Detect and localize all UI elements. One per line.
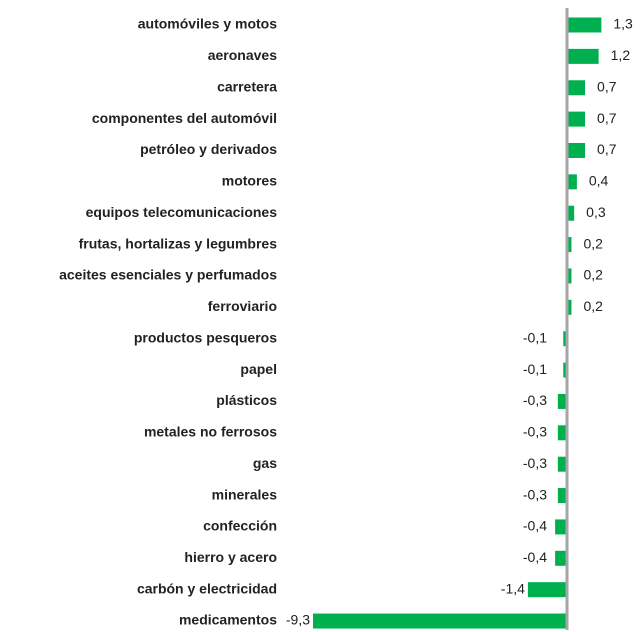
- value-label: -9,3: [286, 612, 310, 628]
- value-label: 0,7: [597, 141, 617, 157]
- bar: [566, 111, 586, 127]
- value-label: 0,2: [583, 267, 603, 283]
- bar: [555, 519, 566, 535]
- bar: [313, 613, 566, 629]
- category-label: productos pesqueros: [134, 329, 277, 345]
- bar: [555, 550, 566, 566]
- category-label: minerales: [212, 486, 278, 502]
- bar: [563, 331, 566, 347]
- value-label: -0,4: [523, 518, 547, 534]
- category-label: automóviles y motos: [138, 16, 277, 32]
- bar: [566, 80, 586, 96]
- category-label: carretera: [217, 78, 277, 94]
- category-label: motores: [222, 173, 277, 189]
- value-label: 0,7: [597, 78, 617, 94]
- value-label: 0,2: [583, 298, 603, 314]
- bar: [566, 48, 599, 64]
- category-label: petróleo y derivados: [140, 141, 277, 157]
- category-label: equipos telecomunicaciones: [86, 204, 278, 220]
- category-label: medicamentos: [179, 612, 277, 628]
- category-label: aeronaves: [208, 47, 277, 63]
- bar: [527, 582, 566, 598]
- category-label: papel: [240, 361, 277, 377]
- bar: [557, 488, 566, 504]
- category-label: componentes del automóvil: [92, 110, 277, 126]
- bar: [566, 174, 577, 190]
- value-label: -0,1: [523, 361, 547, 377]
- bar: [566, 17, 602, 33]
- bar: [557, 456, 566, 472]
- category-label: frutas, hortalizas y legumbres: [79, 235, 278, 251]
- bar: [566, 142, 586, 158]
- value-label: 1,3: [613, 16, 633, 32]
- value-label: -0,1: [523, 329, 547, 345]
- bar: [566, 237, 572, 253]
- value-label: 0,7: [597, 110, 617, 126]
- category-label: plásticos: [216, 392, 277, 408]
- category-label: ferroviario: [208, 298, 277, 314]
- value-label: 0,3: [586, 204, 606, 220]
- category-label: confección: [203, 518, 277, 534]
- category-label: aceites esenciales y perfumados: [59, 267, 277, 283]
- category-label: metales no ferrosos: [144, 424, 277, 440]
- value-label: 0,4: [589, 173, 609, 189]
- value-label: -0,3: [523, 455, 547, 471]
- bar: [566, 299, 572, 315]
- value-label: -1,4: [501, 580, 525, 596]
- bar: [557, 393, 566, 409]
- category-label: hierro y acero: [184, 549, 277, 565]
- category-label: gas: [253, 455, 277, 471]
- value-label: -0,4: [523, 549, 547, 565]
- value-label: 0,2: [583, 235, 603, 251]
- value-label: -0,3: [523, 486, 547, 502]
- bar: [557, 425, 566, 441]
- bar: [566, 268, 572, 284]
- value-label: -0,3: [523, 424, 547, 440]
- bar: [563, 362, 566, 378]
- bar: [566, 205, 575, 221]
- category-label: carbón y electricidad: [137, 580, 277, 596]
- value-label: -0,3: [523, 392, 547, 408]
- value-label: 1,2: [611, 47, 631, 63]
